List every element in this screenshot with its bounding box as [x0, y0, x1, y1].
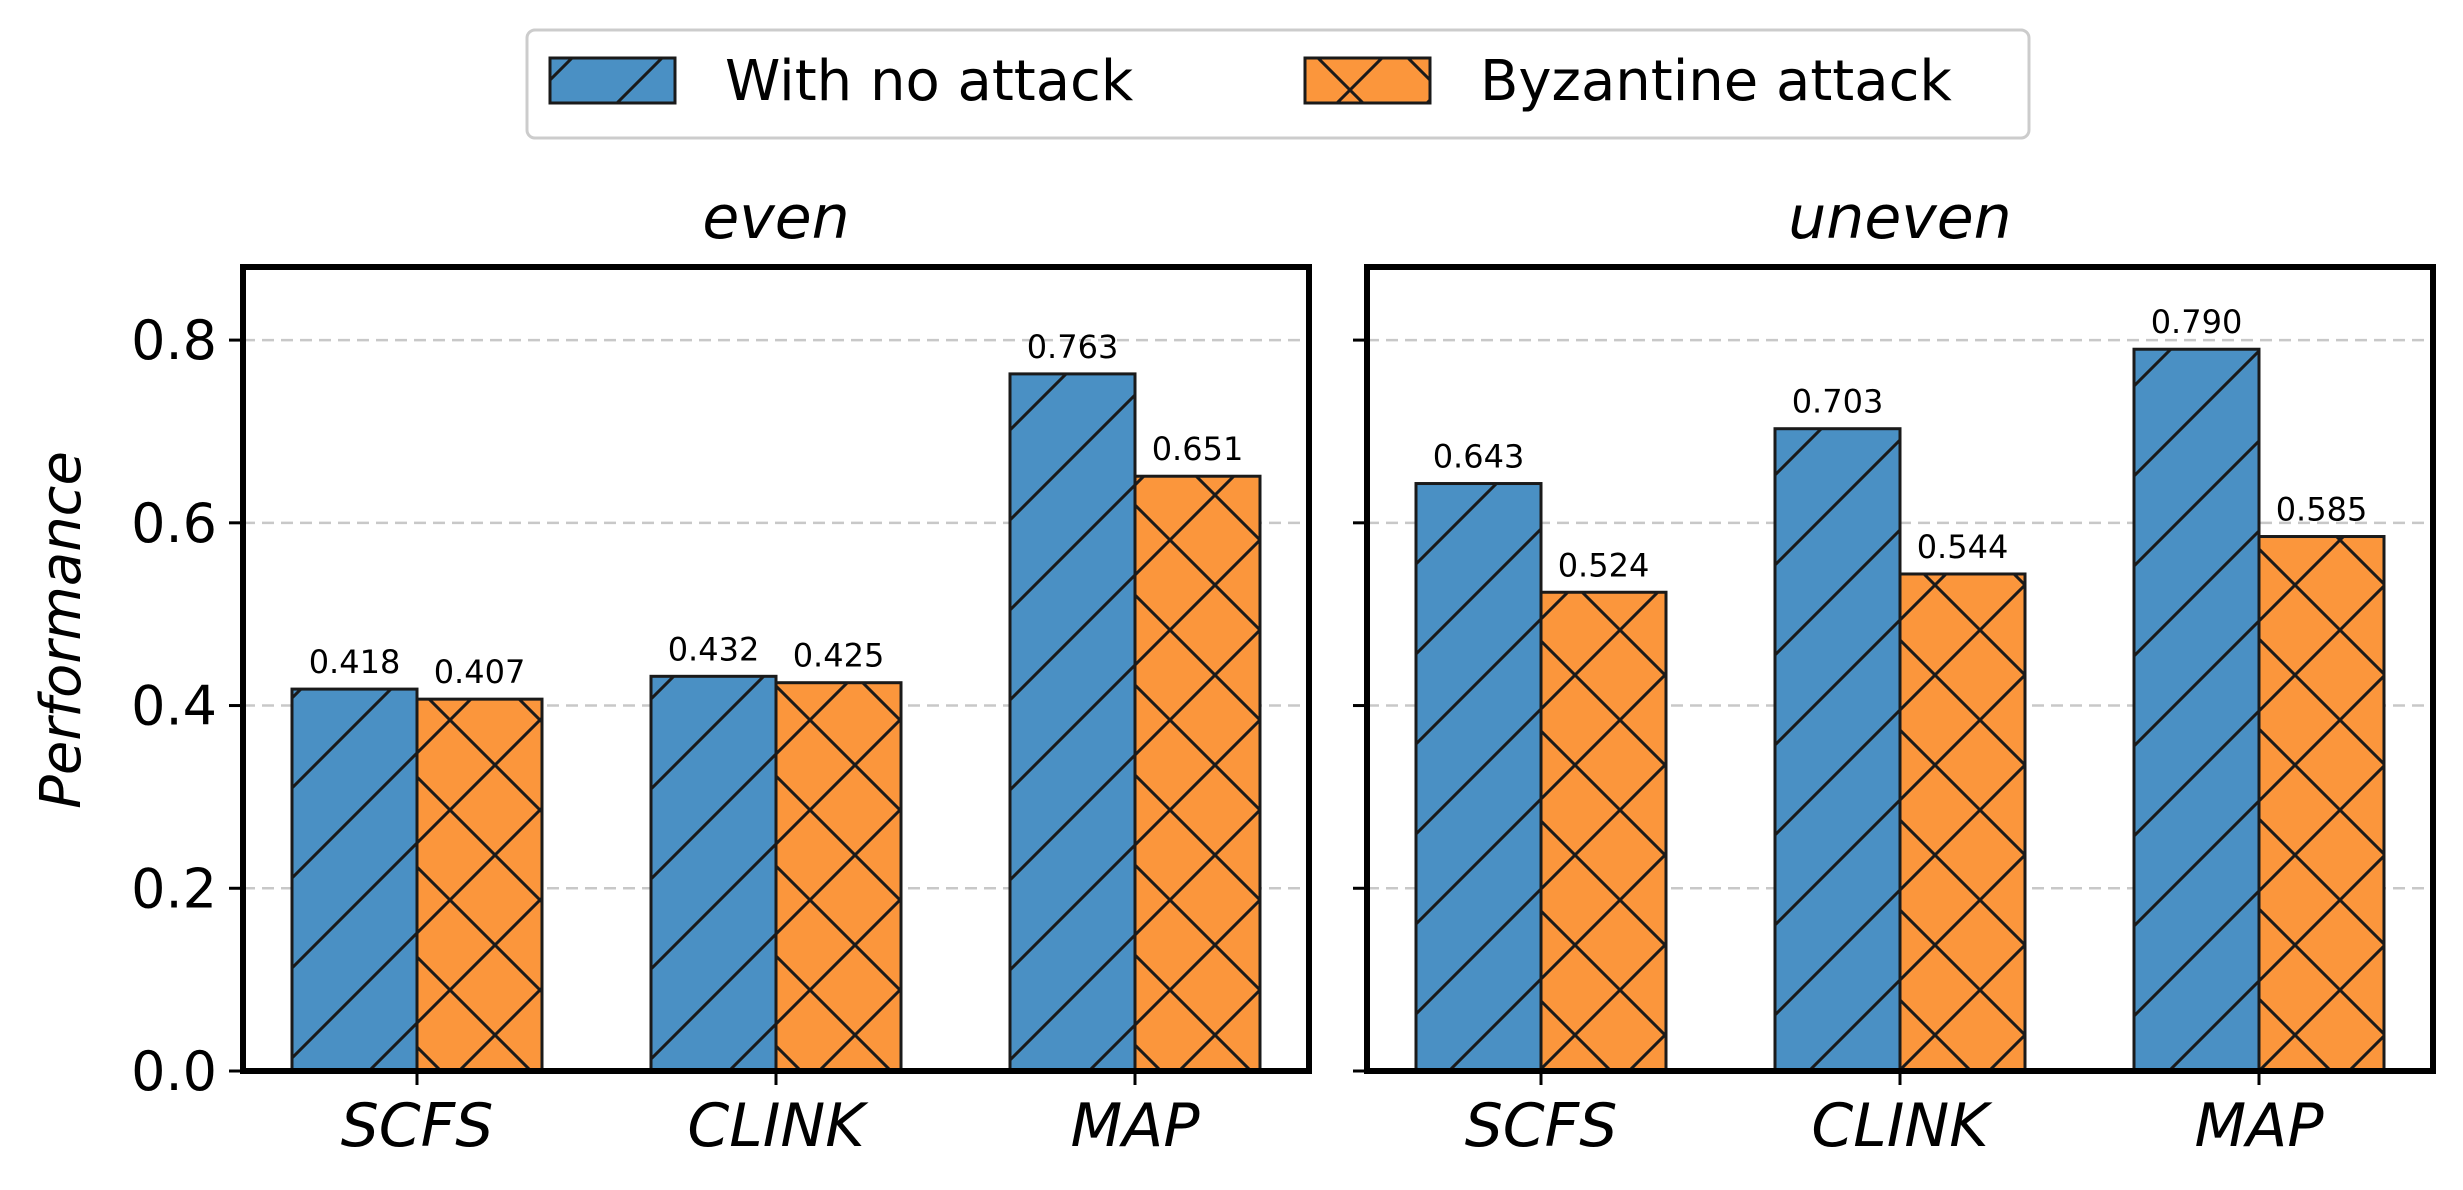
value-label: 0.703 — [1792, 383, 1884, 421]
bar-byzantine-map — [2257, 535, 2386, 1073]
legend-label-no-attack: With no attack — [725, 49, 1134, 114]
x-tick-label-scfs: SCFS — [341, 1091, 494, 1161]
bar-no-attack-clink — [649, 674, 778, 1073]
value-label: 0.418 — [309, 643, 401, 681]
y-ticks-uneven — [1353, 338, 1367, 1073]
y-ticks-even: 0.0 0.2 0.4 0.6 0.8 — [131, 309, 243, 1103]
legend-frame — [525, 28, 2031, 140]
panel-uneven: 0.643 0.524 0.703 0.544 0.790 0.585 SCFS CLINK… — [1353, 183, 2436, 1161]
bar-byzantine-scfs — [415, 697, 544, 1073]
value-label: 0.407 — [434, 653, 526, 691]
value-label: 0.524 — [1558, 546, 1650, 584]
y-tick-label: 0.6 — [131, 492, 217, 555]
bars-uneven: 0.643 0.524 0.703 0.544 0.790 0.585 — [1414, 303, 2386, 1073]
legend-swatch-no-attack — [548, 56, 677, 105]
value-label: 0.585 — [2276, 491, 2368, 529]
y-tick-label: 0.8 — [131, 309, 217, 372]
y-axis-label: Performance — [29, 451, 94, 809]
bar-no-attack-map — [1008, 372, 1137, 1073]
y-tick-label: 0.0 — [131, 1040, 217, 1103]
panel-title-even: even — [702, 183, 849, 253]
x-tick-label-clink: CLINK — [1811, 1091, 1993, 1161]
value-label: 0.544 — [1917, 528, 2009, 566]
bar-byzantine-clink — [1898, 572, 2027, 1073]
bar-byzantine-scfs — [1539, 590, 1668, 1073]
bars-even: 0.418 0.407 0.432 0.425 0.763 0.651 — [290, 328, 1262, 1073]
value-label: 0.790 — [2151, 303, 2243, 341]
value-label: 0.425 — [793, 637, 885, 675]
bar-no-attack-clink — [1773, 427, 1902, 1073]
panel-title-uneven: uneven — [1788, 183, 2011, 253]
bar-byzantine-map — [1133, 474, 1262, 1073]
x-tick-label-clink: CLINK — [687, 1091, 869, 1161]
x-tick-label-map: MAP — [2195, 1091, 2325, 1161]
bar-no-attack-scfs — [290, 687, 419, 1073]
legend: With no attack Byzantine attack — [525, 28, 2031, 140]
x-ticks-even: SCFS CLINK MAP — [341, 1071, 1201, 1161]
y-tick-label: 0.2 — [131, 857, 217, 920]
panel-even: 0.418 0.407 0.432 0.425 0.763 0.651 0.0 0.2 0.4… — [131, 183, 1312, 1161]
value-label: 0.651 — [1152, 430, 1244, 468]
value-label: 0.643 — [1433, 438, 1525, 476]
x-tick-label-map: MAP — [1071, 1091, 1201, 1161]
x-tick-label-scfs: SCFS — [1465, 1091, 1618, 1161]
x-ticks-uneven: SCFS CLINK MAP — [1465, 1071, 2325, 1161]
bar-byzantine-clink — [774, 681, 903, 1073]
bar-no-attack-map — [2132, 347, 2261, 1073]
legend-swatch-byzantine — [1303, 56, 1432, 105]
bar-no-attack-scfs — [1414, 482, 1543, 1073]
legend-label-byzantine: Byzantine attack — [1480, 49, 1952, 114]
y-tick-label: 0.4 — [131, 675, 217, 738]
value-label: 0.763 — [1027, 328, 1119, 366]
value-label: 0.432 — [668, 630, 760, 668]
